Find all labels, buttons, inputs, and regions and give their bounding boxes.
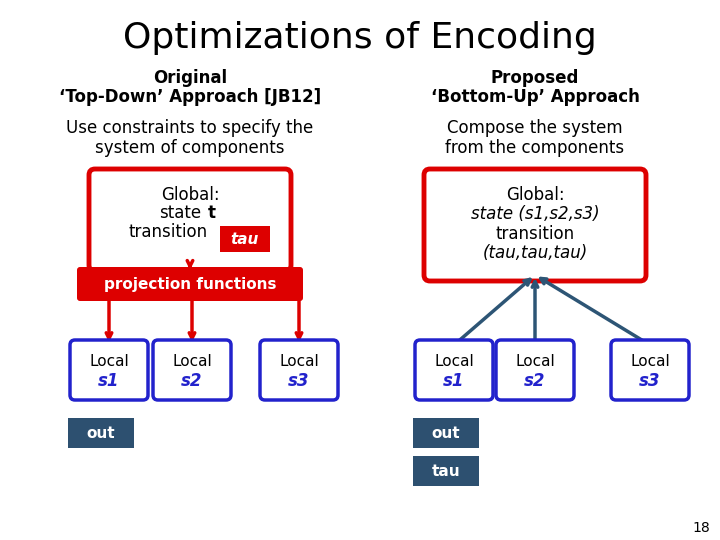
Text: Original: Original <box>153 69 227 87</box>
Text: ‘Bottom-Up’ Approach: ‘Bottom-Up’ Approach <box>431 88 639 106</box>
Text: s3: s3 <box>639 372 661 390</box>
Text: transition: transition <box>495 225 575 243</box>
FancyBboxPatch shape <box>415 340 493 400</box>
Text: (tau,tau,tau): (tau,tau,tau) <box>482 244 588 262</box>
FancyBboxPatch shape <box>70 340 148 400</box>
Text: Optimizations of Encoding: Optimizations of Encoding <box>123 21 597 55</box>
Text: ‘Top-Down’ Approach [JB12]: ‘Top-Down’ Approach [JB12] <box>59 88 321 106</box>
Text: Local: Local <box>434 354 474 368</box>
FancyBboxPatch shape <box>413 456 479 486</box>
FancyBboxPatch shape <box>77 267 303 301</box>
Text: s1: s1 <box>98 372 120 390</box>
FancyBboxPatch shape <box>611 340 689 400</box>
Text: Local: Local <box>279 354 319 368</box>
FancyBboxPatch shape <box>496 340 574 400</box>
Text: Compose the system: Compose the system <box>447 119 623 137</box>
Text: out: out <box>86 426 115 441</box>
FancyBboxPatch shape <box>260 340 338 400</box>
Text: state (s1,s2,s3): state (s1,s2,s3) <box>471 205 599 223</box>
Text: s3: s3 <box>288 372 310 390</box>
Text: from the components: from the components <box>446 139 624 157</box>
Text: Local: Local <box>630 354 670 368</box>
Text: projection functions: projection functions <box>104 276 276 292</box>
Text: Local: Local <box>515 354 555 368</box>
FancyBboxPatch shape <box>153 340 231 400</box>
FancyBboxPatch shape <box>424 169 646 281</box>
Text: state: state <box>159 204 201 222</box>
Text: Proposed: Proposed <box>491 69 579 87</box>
Text: Use constraints to specify the: Use constraints to specify the <box>66 119 314 137</box>
Text: 18: 18 <box>692 521 710 535</box>
FancyBboxPatch shape <box>68 418 134 448</box>
Text: tau: tau <box>231 232 259 246</box>
Text: s2: s2 <box>524 372 546 390</box>
FancyBboxPatch shape <box>89 169 291 271</box>
Text: Local: Local <box>89 354 129 368</box>
Text: Global:: Global: <box>505 186 564 204</box>
Text: Global:: Global: <box>161 186 220 204</box>
Text: system of components: system of components <box>95 139 284 157</box>
Text: s1: s1 <box>444 372 464 390</box>
Text: transition: transition <box>128 223 207 241</box>
Text: t: t <box>208 204 216 222</box>
Text: s2: s2 <box>181 372 203 390</box>
Text: Local: Local <box>172 354 212 368</box>
Text: tau: tau <box>432 463 460 478</box>
Text: out: out <box>432 426 460 441</box>
FancyBboxPatch shape <box>220 226 270 252</box>
FancyBboxPatch shape <box>413 418 479 448</box>
